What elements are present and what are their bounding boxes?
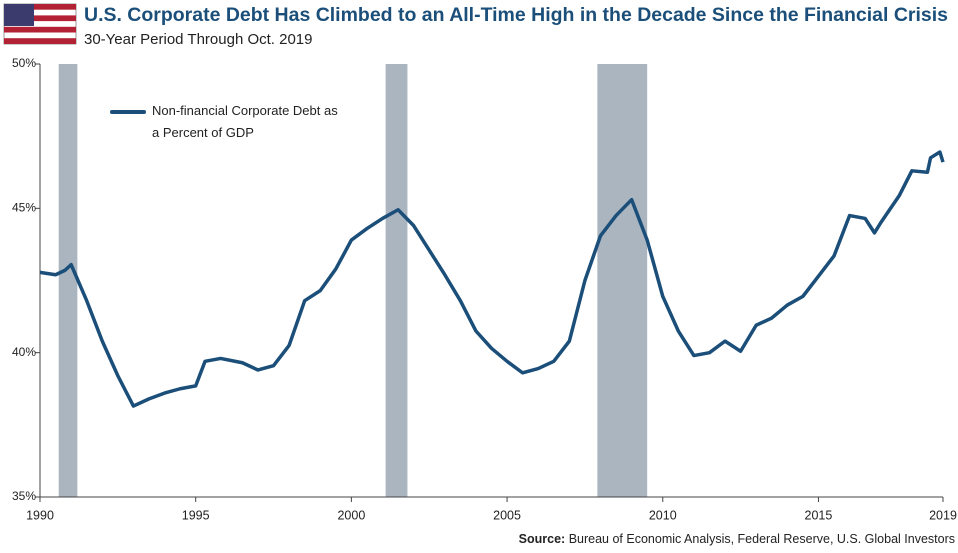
legend-label: Non-financial Corporate Debt as a Percen… xyxy=(152,103,338,140)
y-tick-label: 45% xyxy=(12,201,36,215)
source-text: Bureau of Economic Analysis, Federal Res… xyxy=(569,532,955,546)
recession-band xyxy=(385,64,408,497)
x-tick-label: 2000 xyxy=(337,508,365,522)
y-tick-label: 40% xyxy=(12,345,36,359)
legend-swatch xyxy=(110,110,146,114)
data-line xyxy=(39,150,945,408)
y-tick-label: 50% xyxy=(12,56,36,70)
recession-band xyxy=(58,64,78,497)
x-tick-label: 2019 xyxy=(929,508,957,522)
recession-band xyxy=(597,64,648,497)
x-tick-label: 2015 xyxy=(805,508,833,522)
y-tick-label: 35% xyxy=(12,489,36,503)
source: Source: Bureau of Economic Analysis, Fed… xyxy=(519,532,955,546)
x-tick-label: 2005 xyxy=(493,508,521,522)
chart-title: U.S. Corporate Debt Has Climbed to an Al… xyxy=(84,5,948,26)
source-label: Source: xyxy=(519,532,566,546)
x-tick-label: 1990 xyxy=(26,508,54,522)
flag xyxy=(3,3,77,45)
x-tick-label: 2010 xyxy=(649,508,677,522)
chart-subtitle: 30-Year Period Through Oct. 2019 xyxy=(84,31,313,48)
x-tick-label: 1995 xyxy=(182,508,210,522)
legend: Non-financial Corporate Debt as a Percen… xyxy=(110,100,342,144)
